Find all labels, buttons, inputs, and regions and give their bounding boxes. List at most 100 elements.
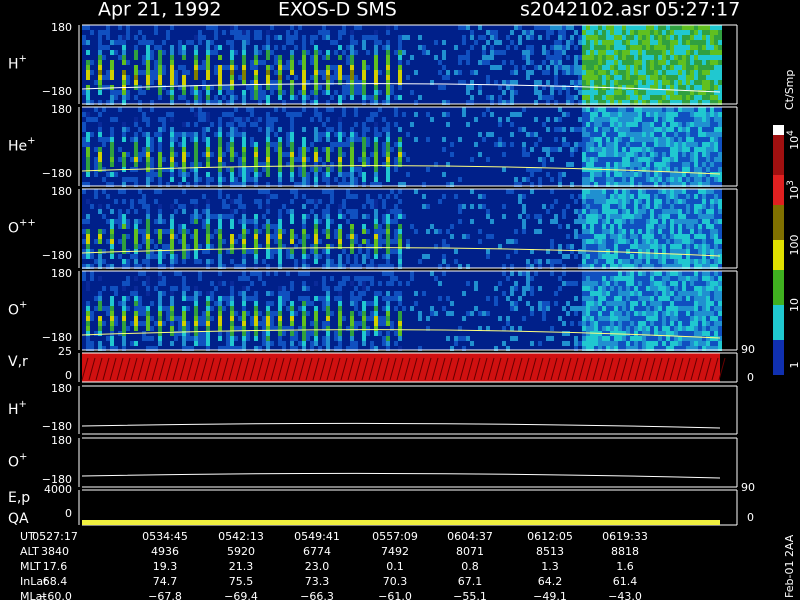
pixel — [642, 157, 646, 162]
pixel — [386, 321, 390, 326]
pixel — [166, 90, 170, 95]
pixel — [86, 90, 90, 95]
pixel — [314, 224, 318, 229]
pixel — [614, 244, 618, 249]
pixel — [718, 55, 722, 60]
pixel — [310, 346, 314, 351]
pixel — [694, 157, 698, 162]
pixel — [674, 254, 678, 259]
pixel — [94, 239, 98, 244]
pixel — [146, 70, 150, 75]
pixel — [170, 204, 174, 209]
pixel — [326, 107, 330, 112]
pixel — [174, 286, 178, 291]
pixel — [338, 234, 342, 239]
pixel — [550, 147, 554, 152]
pixel — [158, 239, 162, 244]
pixel — [662, 147, 666, 152]
pixel — [658, 107, 662, 112]
pixel — [338, 35, 342, 40]
pixel — [86, 117, 90, 122]
pixel — [214, 25, 218, 30]
pixel — [366, 239, 370, 244]
pixel — [290, 331, 294, 336]
pixel — [662, 25, 666, 30]
pixel — [358, 281, 362, 286]
pixel — [374, 55, 378, 60]
pixel — [314, 100, 318, 105]
pixel — [710, 182, 714, 187]
pixel — [646, 199, 650, 204]
pixel — [590, 107, 594, 112]
pixel — [330, 80, 334, 85]
pixel — [82, 189, 86, 194]
pixel — [266, 224, 270, 229]
pixel — [650, 80, 654, 85]
pixel — [554, 301, 558, 306]
pixel — [566, 70, 570, 75]
pixel — [138, 152, 142, 157]
pixel — [122, 157, 126, 162]
pixel — [622, 306, 626, 311]
pixel — [566, 25, 570, 30]
pixel — [678, 177, 682, 182]
pixel — [278, 224, 282, 229]
pixel — [606, 40, 610, 45]
pixel — [162, 276, 166, 281]
pixel — [654, 162, 658, 167]
pixel — [586, 259, 590, 264]
pixel — [602, 341, 606, 346]
pixel — [242, 172, 246, 177]
pixel — [634, 152, 638, 157]
pixel — [362, 281, 366, 286]
pixel — [266, 127, 270, 132]
pixel — [618, 259, 622, 264]
pixel — [546, 55, 550, 60]
pixel — [582, 50, 586, 55]
pixel — [142, 112, 146, 117]
pixel — [278, 55, 282, 60]
pixel — [182, 311, 186, 316]
pixel — [122, 122, 126, 127]
pixel — [354, 341, 358, 346]
pixel — [706, 162, 710, 167]
pixel — [82, 264, 86, 269]
pixel — [206, 301, 210, 306]
pixel — [554, 100, 558, 105]
pixel — [290, 336, 294, 341]
pixel — [630, 234, 634, 239]
pixel — [686, 75, 690, 80]
pixel — [466, 50, 470, 55]
pixel — [366, 199, 370, 204]
pixel — [586, 214, 590, 219]
pixel — [686, 172, 690, 177]
pixel — [598, 276, 602, 281]
pixel — [654, 25, 658, 30]
pixel — [138, 229, 142, 234]
pixel — [414, 189, 418, 194]
pixel — [698, 209, 702, 214]
pixel — [314, 259, 318, 264]
pixel — [386, 219, 390, 224]
pixel — [198, 271, 202, 276]
pixel — [518, 214, 522, 219]
pixel — [614, 30, 618, 35]
pixel — [218, 224, 222, 229]
pixel — [202, 35, 206, 40]
pixel — [362, 90, 366, 95]
pixel — [702, 50, 706, 55]
pixel — [690, 194, 694, 199]
pixel — [326, 167, 330, 172]
pixel — [374, 132, 378, 137]
pixel — [502, 204, 506, 209]
pixel — [194, 214, 198, 219]
pixel — [602, 127, 606, 132]
pixel — [614, 142, 618, 147]
pixel — [198, 107, 202, 112]
pixel — [538, 80, 542, 85]
pixel — [242, 346, 246, 351]
pixel — [386, 254, 390, 259]
pixel — [262, 316, 266, 321]
pixel — [122, 286, 126, 291]
pixel — [250, 112, 254, 117]
